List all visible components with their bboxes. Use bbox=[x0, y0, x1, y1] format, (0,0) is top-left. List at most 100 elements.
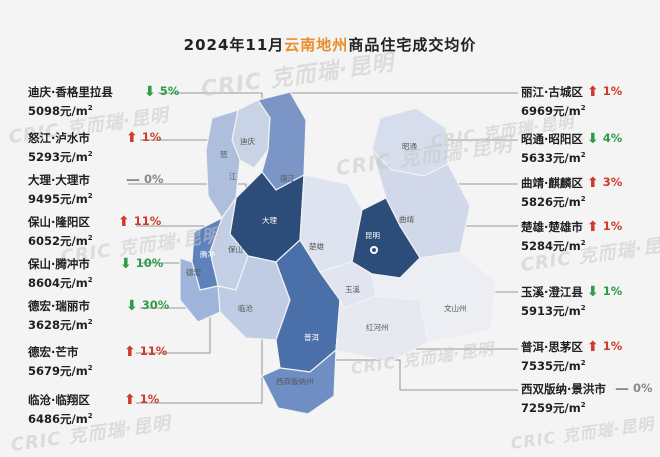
change-percent: 5% bbox=[159, 84, 180, 98]
city-card: 临沧·临翔区 6486元/m2 ⬆ 1% bbox=[28, 392, 159, 427]
arrow-up-icon: ⬆ bbox=[118, 214, 130, 230]
city-name: 昭通·昭阳区 bbox=[521, 132, 583, 146]
city-name: 楚雄·楚雄市 bbox=[521, 220, 583, 234]
city-price: 5293元/m2 bbox=[28, 150, 93, 164]
city-card: 玉溪·澄江县 5913元/m2 ⬇ 1% bbox=[521, 284, 622, 319]
price-change: ⬆ 1% bbox=[587, 84, 623, 100]
map-label-qujing: 曲靖 bbox=[399, 214, 414, 224]
city-price: 5913元/m2 bbox=[521, 304, 586, 318]
leader-linxiang bbox=[136, 310, 263, 404]
arrow-down-icon: ⬇ bbox=[126, 298, 138, 314]
price-change: ⬆ 3% bbox=[587, 175, 623, 191]
city-price: 6486元/m2 bbox=[28, 412, 93, 426]
city-card: 大理·大理市 9495元/m2 — 0% bbox=[28, 172, 164, 207]
city-price: 5098元/m2 bbox=[28, 104, 93, 118]
title-highlight: 云南地州 bbox=[284, 36, 349, 54]
price-change: ⬆ 1% bbox=[126, 130, 161, 145]
map-label-yuxi: 玉溪 bbox=[345, 284, 360, 294]
change-percent: 1% bbox=[602, 284, 623, 298]
price-change: ⬇ 5% bbox=[144, 84, 180, 100]
price-change: ⬇ 1% bbox=[587, 284, 623, 300]
arrow-up-icon: ⬆ bbox=[587, 175, 599, 191]
city-card: 德宏·瑞丽市 3628元/m2 ⬇ 30% bbox=[28, 298, 169, 333]
map-label-zhaotong: 昭通 bbox=[402, 141, 417, 151]
city-name: 迪庆·香格里拉县 bbox=[28, 85, 113, 99]
change-percent: 0% bbox=[144, 172, 164, 186]
city-price: 8604元/m2 bbox=[28, 276, 93, 290]
change-percent: 30% bbox=[141, 298, 170, 312]
city-card: 普洱·思茅区 7535元/m2 ⬆ 1% bbox=[521, 339, 622, 374]
city-card: 怒江·泸水市 5293元/m2 ⬆ 1% bbox=[28, 130, 161, 165]
price-change: ⬇ 4% bbox=[587, 131, 623, 147]
city-card: 保山·隆阳区 6052元/m2 ⬆ 11% bbox=[28, 214, 161, 249]
price-change: ⬆ 11% bbox=[124, 344, 168, 360]
map-label-xishuangbanna: 西双版纳州 bbox=[276, 376, 314, 386]
city-name: 曲靖·麒麟区 bbox=[521, 176, 583, 190]
map-label-baoshan: 保山 bbox=[228, 244, 243, 254]
change-percent: 11% bbox=[139, 344, 168, 358]
arrow-down-icon: ⬇ bbox=[120, 256, 132, 272]
arrow-up-icon: ⬆ bbox=[587, 219, 599, 235]
map-label-lijiang: 丽江 bbox=[280, 174, 295, 183]
map-label-puer: 普洱 bbox=[304, 332, 319, 342]
title-suffix: 商品住宅成交均价 bbox=[348, 36, 477, 54]
city-price: 5633元/m2 bbox=[521, 151, 586, 165]
change-percent: 1% bbox=[139, 392, 160, 406]
city-card: 保山·腾冲市 8604元/m2 ⬇ 10% bbox=[28, 256, 163, 291]
city-price: 9495元/m2 bbox=[28, 192, 93, 206]
city-price: 5826元/m2 bbox=[521, 195, 586, 209]
city-price: 6052元/m2 bbox=[28, 234, 93, 248]
kunming-marker bbox=[370, 246, 378, 254]
city-name: 临沧·临翔区 bbox=[28, 393, 90, 407]
city-card: 德宏·芒市 5679元/m2 ⬆ 11% bbox=[28, 344, 167, 379]
city-price: 7259元/m2 bbox=[521, 401, 586, 415]
arrow-up-icon: ⬆ bbox=[124, 344, 136, 360]
city-name: 西双版纳·景洪市 bbox=[521, 382, 606, 396]
arrow-down-icon: ⬇ bbox=[144, 84, 156, 100]
arrow-down-icon: ⬇ bbox=[587, 131, 599, 147]
map-label-honghe: 红河州 bbox=[366, 322, 389, 332]
city-name: 玉溪·澄江县 bbox=[521, 285, 583, 299]
map-label-diqing: 迪庆 bbox=[240, 136, 255, 146]
price-change: ⬆ 11% bbox=[118, 214, 162, 230]
map-label-chuxiong: 楚雄 bbox=[309, 241, 324, 251]
dash-icon: — bbox=[126, 172, 140, 188]
city-price: 6969元/m2 bbox=[521, 104, 586, 118]
arrow-down-icon: ⬇ bbox=[587, 284, 599, 300]
change-percent: 10% bbox=[135, 256, 164, 270]
city-price: 3628元/m2 bbox=[28, 318, 93, 332]
change-percent: 1% bbox=[602, 84, 623, 98]
price-change: — 0% bbox=[126, 172, 164, 188]
map-label-lincang: 临沧 bbox=[238, 303, 253, 313]
change-percent: 4% bbox=[602, 131, 623, 145]
city-name: 大理·大理市 bbox=[28, 173, 90, 187]
arrow-up-icon: ⬆ bbox=[587, 339, 599, 355]
city-price: 7535元/m2 bbox=[521, 359, 586, 373]
dash-icon: — bbox=[615, 381, 629, 397]
map-label-jiang: 江 bbox=[229, 172, 237, 181]
map-label-wenshan: 文山州 bbox=[444, 303, 467, 313]
arrow-up-icon: ⬆ bbox=[587, 84, 599, 100]
city-price: 5284元/m2 bbox=[521, 239, 586, 253]
price-change: ⬇ 10% bbox=[120, 256, 164, 272]
arrow-up-icon: ⬆ bbox=[124, 392, 136, 408]
map-label-tengchong: 腾冲 bbox=[200, 249, 215, 259]
change-percent: 1% bbox=[602, 219, 623, 233]
city-card: 丽江·古城区 6969元/m2 ⬆ 1% bbox=[521, 84, 622, 119]
city-name: 保山·腾冲市 bbox=[28, 257, 90, 271]
city-card: 西双版纳·景洪市 7259元/m2 — 0% bbox=[521, 381, 653, 416]
city-card: 迪庆·香格里拉县 5098元/m2 ⬇ 5% bbox=[28, 84, 179, 119]
page-title: 2024年11月云南地州商品住宅成交均价 bbox=[0, 34, 660, 55]
change-percent: 11% bbox=[133, 214, 162, 228]
price-change: ⬆ 1% bbox=[587, 339, 622, 355]
city-name: 怒江·泸水市 bbox=[28, 131, 90, 145]
city-name: 普洱·思茅区 bbox=[521, 340, 583, 354]
map-label-dehong: 德宏 bbox=[186, 267, 201, 277]
city-card: 昭通·昭阳区 5633元/m2 ⬇ 4% bbox=[521, 131, 622, 166]
change-percent: 3% bbox=[602, 175, 623, 189]
city-name: 保山·隆阳区 bbox=[28, 215, 90, 229]
city-card: 楚雄·楚雄市 5284元/m2 ⬆ 1% bbox=[521, 219, 622, 254]
map-label-nujiang: 怒 bbox=[220, 149, 228, 159]
leader-jinghong bbox=[312, 359, 518, 391]
